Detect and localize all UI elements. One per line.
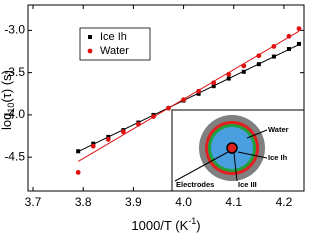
point [286,46,291,51]
point [296,41,301,46]
point [196,88,202,94]
x-label-part: ) [196,218,200,233]
inset: Water Ice Ih Ice III Electrodes [171,109,305,192]
x-tick-label: 4.0 [175,195,192,209]
x-label-sup: -1 [188,216,196,226]
inset-pointer [237,151,268,159]
point [241,69,246,74]
point [181,97,186,103]
x-axis-label: 1000/T (K-1) [131,216,200,233]
y-label-sub: 10 [6,103,16,113]
legend-marker [88,35,92,39]
y-tick-label: -4.0 [4,107,25,121]
legend-marker [87,48,93,54]
legend-frame [79,27,151,61]
point [120,129,126,135]
x-tick-label: 3.7 [25,195,42,209]
x-tick-label: 3.8 [75,195,92,209]
point [256,62,261,67]
point [166,105,171,111]
inset-pointer [174,151,229,182]
y-tick-label: -4.5 [4,149,25,163]
point [91,141,96,146]
point [226,71,232,77]
point [211,80,217,86]
point [105,137,111,142]
inset-label: Electrodes [176,180,214,189]
point [196,91,201,96]
x-tick-label: 4.1 [225,195,242,209]
point [296,26,302,32]
point [226,76,231,81]
point [271,44,277,49]
inset-pointer [246,129,268,139]
y-tick-label: -3.5 [4,65,25,79]
point [136,121,141,127]
point [76,149,81,154]
inset-label: Ice III [238,180,257,189]
fit-line [77,30,300,162]
inset-electrode [226,142,238,154]
plot-frame [27,4,305,192]
inset-label: Ice Ih [268,153,288,162]
legend-label: Water [100,45,129,57]
y-label-part: log [0,113,14,130]
y-axis-label: log10(τ) (s) [0,70,16,130]
fit-line [77,44,300,153]
y-tick-label: -3.0 [4,23,25,37]
point [286,33,292,39]
point [75,170,81,175]
x-tick-label: 3.9 [125,195,142,209]
legend-label: Ice Ih [100,31,127,43]
point [256,53,262,59]
point [151,114,156,119]
point [211,84,216,89]
inset-label: Water [268,125,289,134]
point [271,54,276,59]
inset-pointer [233,152,238,182]
y-label-part: (τ) (s) [0,70,14,103]
point [241,63,247,69]
x-tick-label: 4.2 [276,195,293,209]
x-label-part: 1000/T (K [131,218,188,233]
point [90,143,96,149]
point [106,134,111,139]
